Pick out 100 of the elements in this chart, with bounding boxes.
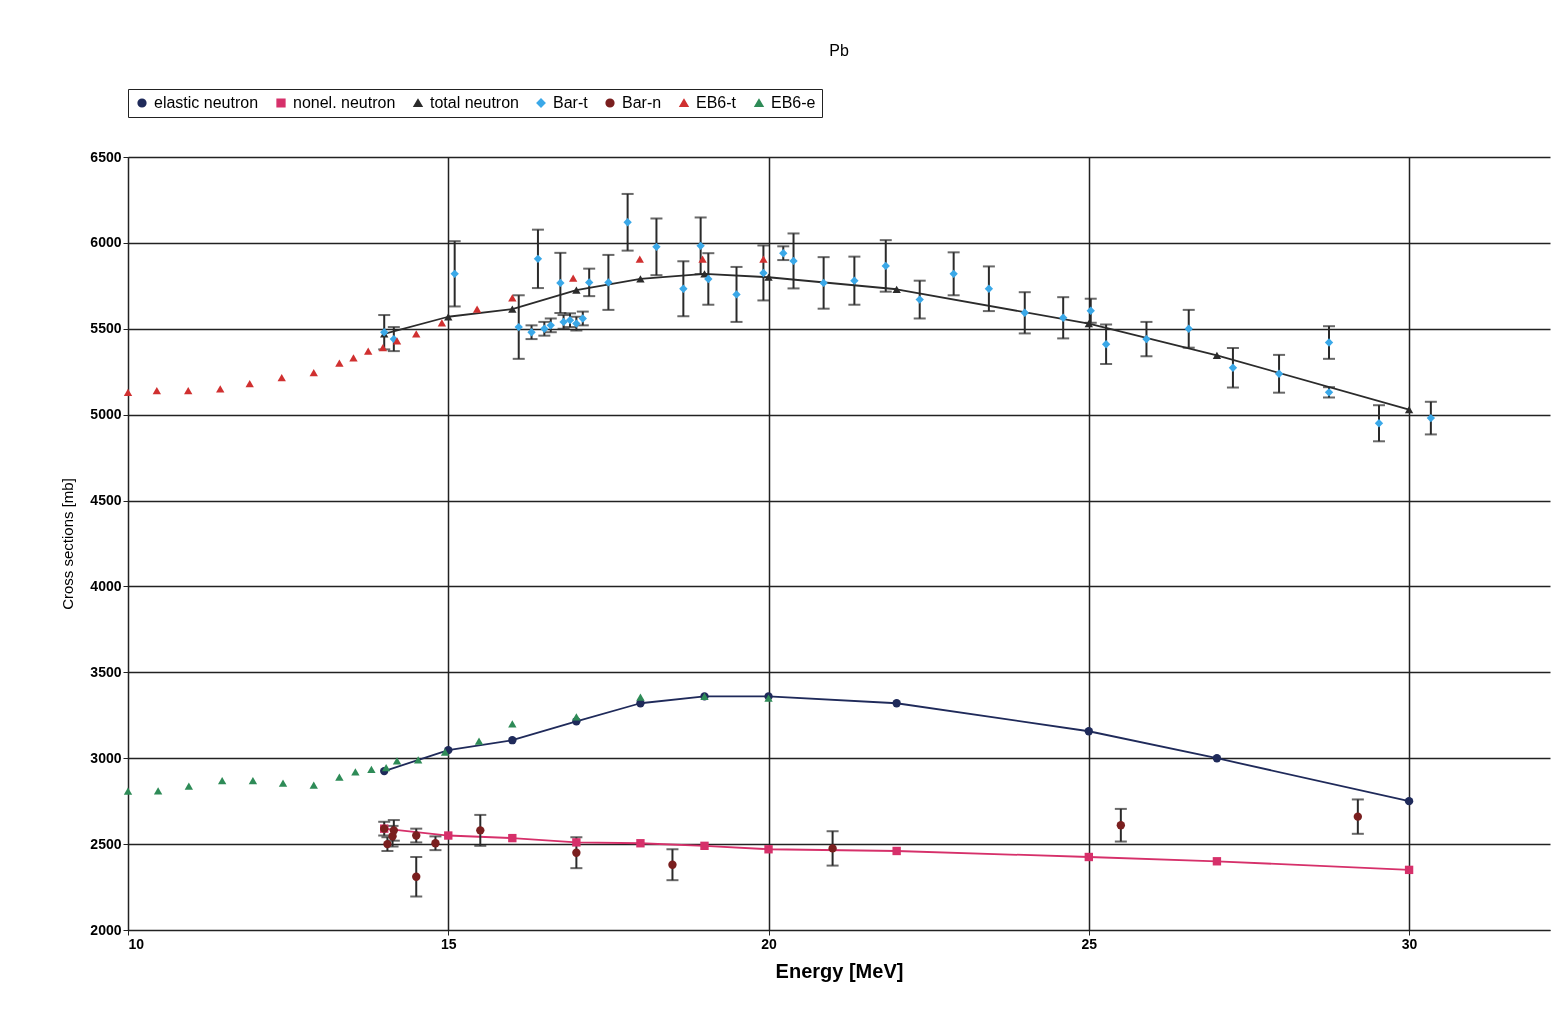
point [700, 841, 709, 851]
legend-label: nonel. neutron [293, 94, 396, 111]
point [1212, 857, 1222, 866]
point [1404, 405, 1414, 414]
point [123, 388, 133, 396]
point [184, 386, 193, 395]
point [698, 255, 707, 263]
point [440, 748, 450, 756]
point [704, 274, 713, 284]
point [635, 255, 644, 263]
point [850, 276, 859, 285]
point [450, 269, 459, 278]
point [881, 261, 890, 271]
point [508, 736, 517, 745]
point [572, 848, 581, 857]
point [652, 242, 661, 252]
point [572, 286, 581, 294]
x-tick-label: 10 [128, 935, 145, 952]
y-tick-label: 4000 [90, 577, 122, 594]
point [1084, 727, 1093, 736]
point [915, 295, 924, 304]
point [309, 368, 318, 377]
y-tick-label: 2000 [90, 921, 122, 938]
point [1101, 340, 1111, 349]
point [474, 737, 484, 745]
point [759, 255, 768, 263]
y-tick-label: 5000 [90, 406, 122, 423]
point [527, 328, 536, 337]
point [309, 781, 318, 789]
x-tick-label: 15 [440, 935, 457, 952]
point [623, 218, 632, 227]
point [568, 274, 578, 282]
point [123, 787, 133, 795]
point [392, 757, 402, 765]
point [1404, 796, 1414, 806]
point [764, 273, 773, 281]
point [335, 359, 344, 367]
point [389, 826, 399, 835]
point [696, 241, 705, 250]
point [351, 768, 360, 776]
point [1212, 351, 1222, 360]
point [578, 314, 587, 323]
point [540, 324, 549, 333]
point [412, 330, 421, 338]
point [1426, 413, 1436, 423]
point [476, 826, 485, 835]
point [565, 316, 575, 325]
point [412, 831, 421, 840]
point [546, 321, 555, 330]
x-tick-label: 30 [1401, 935, 1418, 952]
point [789, 256, 798, 266]
point [636, 693, 645, 701]
y-tick-label: 2500 [90, 835, 122, 852]
point [892, 846, 901, 856]
point [892, 285, 901, 293]
point [508, 305, 517, 313]
point [828, 844, 837, 853]
point [444, 313, 453, 321]
point [1274, 369, 1284, 378]
point [216, 385, 225, 393]
x-tick-label: 20 [761, 935, 778, 952]
point [556, 278, 565, 288]
y-tick-label: 3500 [90, 663, 122, 680]
point [184, 782, 194, 790]
point [364, 347, 373, 355]
point [277, 374, 286, 382]
point [413, 756, 423, 764]
point [437, 319, 447, 327]
point [572, 838, 581, 847]
point [412, 872, 421, 881]
point [636, 839, 645, 848]
point [1086, 306, 1095, 315]
point [349, 354, 358, 362]
point [1116, 821, 1126, 830]
point [1059, 313, 1068, 322]
point [679, 284, 688, 293]
y-tick-label: 5500 [90, 320, 122, 337]
point [892, 699, 901, 708]
point [1353, 812, 1363, 821]
point [1142, 334, 1151, 344]
point [572, 319, 581, 328]
point [636, 275, 645, 283]
point [381, 764, 391, 772]
point [732, 290, 741, 299]
point [585, 278, 594, 287]
point [444, 831, 453, 840]
point [1084, 852, 1093, 862]
point [1404, 865, 1414, 875]
point [245, 380, 254, 388]
point [668, 860, 677, 869]
point [1374, 419, 1384, 428]
point [1020, 308, 1029, 317]
y-tick-label: 6500 [90, 148, 122, 165]
point [514, 322, 523, 332]
point [764, 845, 773, 854]
point [604, 278, 613, 287]
legend-label: EB6-e [771, 94, 816, 111]
point [431, 839, 440, 848]
legend-label: EB6-t [696, 94, 737, 111]
point [1084, 320, 1093, 328]
